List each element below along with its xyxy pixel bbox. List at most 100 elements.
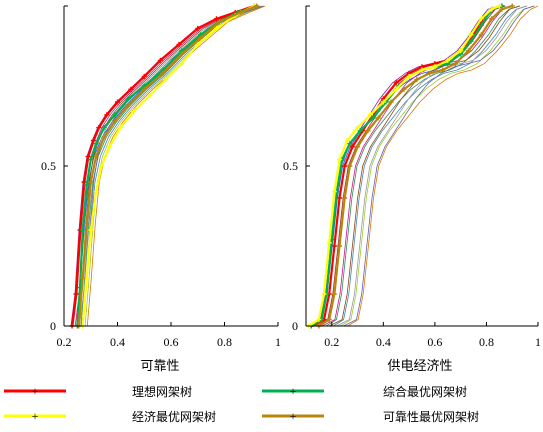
series-point bbox=[357, 128, 363, 134]
series-point bbox=[406, 73, 412, 79]
series-point bbox=[337, 195, 343, 201]
series-point bbox=[128, 86, 134, 92]
series-point bbox=[85, 153, 91, 159]
reliability-ticks: 0.2 0.4 0.6 0.8 1 0 0.5 bbox=[41, 5, 281, 349]
series-point bbox=[401, 86, 407, 92]
series-point bbox=[93, 141, 99, 147]
legend-marker-economic: + bbox=[32, 409, 39, 423]
series-line bbox=[308, 4, 500, 327]
legend-item-economic: + 经济最优网架树 bbox=[4, 409, 216, 424]
series-point bbox=[238, 9, 244, 15]
series-point bbox=[453, 61, 459, 67]
series-point bbox=[141, 86, 147, 92]
series-point bbox=[176, 41, 182, 47]
background-curve bbox=[77, 5, 260, 327]
series-point bbox=[80, 275, 86, 281]
reliability-x-axis-label: 可靠性 bbox=[140, 358, 179, 373]
series-point bbox=[316, 317, 322, 323]
background-curve bbox=[86, 5, 266, 327]
series-point bbox=[88, 157, 94, 163]
series-point bbox=[393, 80, 399, 86]
series-point bbox=[370, 115, 376, 121]
series-point bbox=[104, 112, 110, 118]
series-point bbox=[489, 16, 495, 22]
series-point bbox=[254, 3, 260, 9]
series-point bbox=[160, 70, 166, 76]
x-tick-label: 0.2 bbox=[324, 335, 339, 349]
series-point bbox=[321, 291, 327, 297]
background-curve bbox=[329, 5, 521, 327]
series-point bbox=[131, 109, 137, 115]
series-point bbox=[349, 144, 355, 150]
series-point bbox=[80, 227, 86, 233]
background-curve bbox=[347, 5, 539, 327]
series-point bbox=[326, 317, 332, 323]
series-point bbox=[499, 6, 505, 12]
series-point bbox=[432, 64, 438, 70]
series-point bbox=[147, 93, 153, 99]
y-tick-label: 0 bbox=[292, 319, 298, 333]
background-curve bbox=[84, 5, 264, 327]
series-point bbox=[90, 137, 96, 143]
series-point bbox=[337, 243, 343, 249]
legend-marker-ideal: + bbox=[32, 384, 39, 398]
series-point bbox=[195, 41, 201, 47]
x-tick-label: 0.2 bbox=[57, 335, 72, 349]
series-point bbox=[163, 77, 169, 83]
series-point bbox=[496, 3, 502, 9]
legend-marker-composite: + bbox=[290, 384, 297, 398]
legend-label-composite: 综合最优网架树 bbox=[383, 384, 467, 399]
series-point bbox=[88, 227, 94, 233]
background-curve bbox=[80, 5, 259, 327]
y-tick-label: 0 bbox=[50, 319, 56, 333]
series-point bbox=[101, 134, 107, 140]
series-point bbox=[141, 73, 147, 79]
series-point bbox=[157, 57, 163, 63]
series-point bbox=[93, 153, 99, 159]
economy-ticks: 0.2 0.4 0.6 0.8 1 0 0.5 bbox=[283, 5, 541, 349]
series-point bbox=[342, 163, 348, 169]
background-curve bbox=[325, 5, 520, 327]
background-curve bbox=[343, 5, 535, 327]
series-point bbox=[478, 16, 484, 22]
legend-marker-reliability: + bbox=[290, 409, 297, 423]
series-point bbox=[117, 125, 123, 131]
series-point bbox=[388, 99, 394, 105]
y-tick-label: 0.5 bbox=[41, 159, 56, 173]
series-point bbox=[331, 243, 337, 249]
x-tick-label: 0.8 bbox=[479, 335, 494, 349]
background-curve bbox=[333, 5, 527, 327]
series-point bbox=[367, 112, 373, 118]
series-point bbox=[98, 163, 104, 169]
series-point bbox=[342, 195, 348, 201]
economy-panel: 0.2 0.4 0.6 0.8 1 0 0.5 供电经济性 bbox=[283, 3, 541, 373]
series-line bbox=[310, 4, 503, 327]
series-point bbox=[73, 291, 79, 297]
series-point bbox=[427, 70, 433, 76]
background-curve bbox=[340, 5, 535, 327]
legend-label-reliability: 可靠性最优网架树 bbox=[383, 409, 479, 424]
series-point bbox=[125, 96, 131, 102]
series-point bbox=[380, 99, 386, 105]
series-point bbox=[106, 144, 112, 150]
series-point bbox=[84, 182, 90, 188]
x-tick-label: 0.4 bbox=[110, 335, 125, 349]
series-point bbox=[81, 179, 87, 185]
series-point bbox=[96, 125, 102, 131]
series-point bbox=[465, 48, 471, 54]
series-point bbox=[197, 35, 203, 41]
background-curve bbox=[336, 5, 528, 327]
series-point bbox=[419, 67, 425, 73]
series-point bbox=[489, 6, 495, 12]
series-point bbox=[509, 3, 515, 9]
series-point bbox=[88, 179, 94, 185]
series-point bbox=[468, 38, 474, 44]
series-point bbox=[179, 51, 185, 57]
legend: + 理想网架树 + 综合最优网架树 + 经济最优网架树 + 可靠性最优网架树 bbox=[4, 384, 479, 424]
x-tick-label: 1 bbox=[535, 335, 541, 349]
legend-item-composite: + 综合最优网架树 bbox=[262, 384, 467, 399]
economy-series-group bbox=[306, 3, 515, 329]
series-point bbox=[195, 25, 201, 31]
x-tick-label: 0.8 bbox=[217, 335, 232, 349]
